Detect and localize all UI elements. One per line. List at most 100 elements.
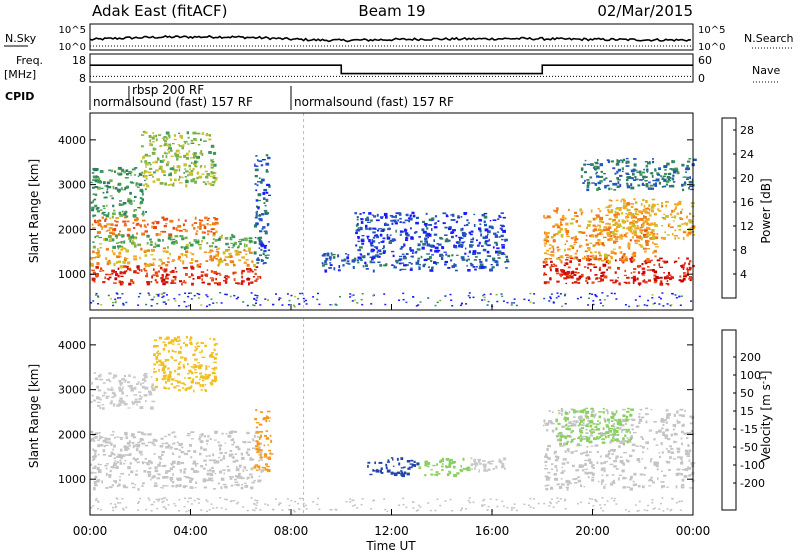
range-gate-cell [153,353,156,357]
range-gate-cell [212,234,216,237]
range-gate-cell [218,282,221,285]
range-gate-cell [218,456,221,459]
range-gate-cell [597,432,602,435]
range-gate-cell [255,507,257,509]
range-gate-cell [593,165,597,168]
range-gate-cell [154,271,158,275]
range-gate-cell [93,465,97,468]
range-gate-cell [645,183,649,185]
range-gate-cell [346,256,350,260]
range-gate-cell [136,217,139,221]
range-gate-cell [605,259,609,261]
range-gate-cell [570,271,575,275]
range-gate-cell [110,451,114,455]
range-gate-cell [170,356,173,358]
range-gate-cell [103,207,106,209]
range-gate-cell [597,259,601,262]
range-gate-cell [230,484,234,487]
range-gate-cell [479,260,483,264]
range-gate-cell [467,269,471,272]
range-gate-cell [214,218,218,221]
range-gate-cell [663,217,667,220]
range-gate-cell [92,245,96,249]
range-gate-cell [639,226,644,229]
range-gate-cell [118,380,122,383]
range-gate-cell [184,142,187,145]
range-gate-cell [136,445,140,448]
range-gate-cell [369,473,373,476]
range-gate-cell [483,299,486,301]
range-gate-cell [612,167,616,170]
range-gate-cell [173,138,177,141]
range-gate-cell [119,382,123,385]
range-gate-cell [557,432,560,435]
range-gate-cell [132,457,136,460]
range-gate-cell [195,463,199,465]
range-gate-cell [145,508,148,511]
range-gate-cell [131,441,135,444]
range-gate-cell [476,252,481,255]
range-gate-cell [115,187,118,190]
x-tick-label: 08:00 [274,524,309,538]
range-gate-cell [222,457,226,460]
range-gate-cell [94,484,98,487]
range-gate-cell [254,272,257,275]
range-gate-cell [132,433,135,436]
range-gate-cell [135,184,138,187]
range-gate-cell [579,484,583,487]
range-gate-cell [555,418,558,422]
range-gate-cell [429,509,432,512]
range-gate-cell [483,293,486,296]
range-gate-cell [627,243,631,246]
range-gate-cell [587,419,590,422]
range-gate-cell [463,212,467,215]
range-gate-cell [490,264,493,266]
range-gate-cell [671,184,675,188]
range-gate-cell [584,159,587,162]
range-gate-cell [597,233,600,235]
range-gate-cell [179,361,182,363]
range-gate-cell [686,233,690,237]
range-gate-cell [105,472,108,477]
range-gate-cell [603,469,606,473]
range-gate-cell [488,238,490,242]
range-gate-cell [153,344,157,348]
range-gate-cell [184,229,188,233]
range-gate-cell [568,421,572,425]
range-gate-cell [258,459,260,462]
range-gate-cell [678,500,681,503]
range-gate-cell [156,507,159,510]
range-gate-cell [656,277,660,280]
range-gate-cell [589,258,591,260]
range-gate-cell [130,435,135,437]
range-gate-cell [463,241,466,243]
range-gate-cell [97,389,102,392]
range-gate-cell [622,221,626,224]
range-gate-cell [409,463,414,465]
range-gate-cell [183,506,186,508]
range-gate-cell [182,387,185,389]
range-gate-cell [375,234,378,236]
range-gate-cell [615,162,620,166]
range-gate-cell [263,188,268,192]
range-gate-cell [137,268,140,270]
range-gate-cell [586,276,590,278]
range-gate-cell [150,461,153,465]
range-gate-cell [205,260,209,262]
range-gate-cell [631,215,635,219]
range-gate-cell [353,299,356,301]
range-gate-cell [133,209,136,212]
range-gate-cell [92,271,96,274]
range-gate-cell [529,292,532,295]
range-gate-cell [157,350,159,352]
range-gate-cell [611,453,614,456]
range-gate-cell [458,236,462,239]
range-gate-cell [647,223,650,225]
range-gate-cell [110,400,113,404]
range-gate-cell [114,298,117,301]
range-gate-cell [641,446,645,449]
range-gate-cell [255,222,259,226]
range-gate-cell [602,259,605,262]
range-gate-cell [627,176,632,180]
range-gate-cell [98,464,102,466]
